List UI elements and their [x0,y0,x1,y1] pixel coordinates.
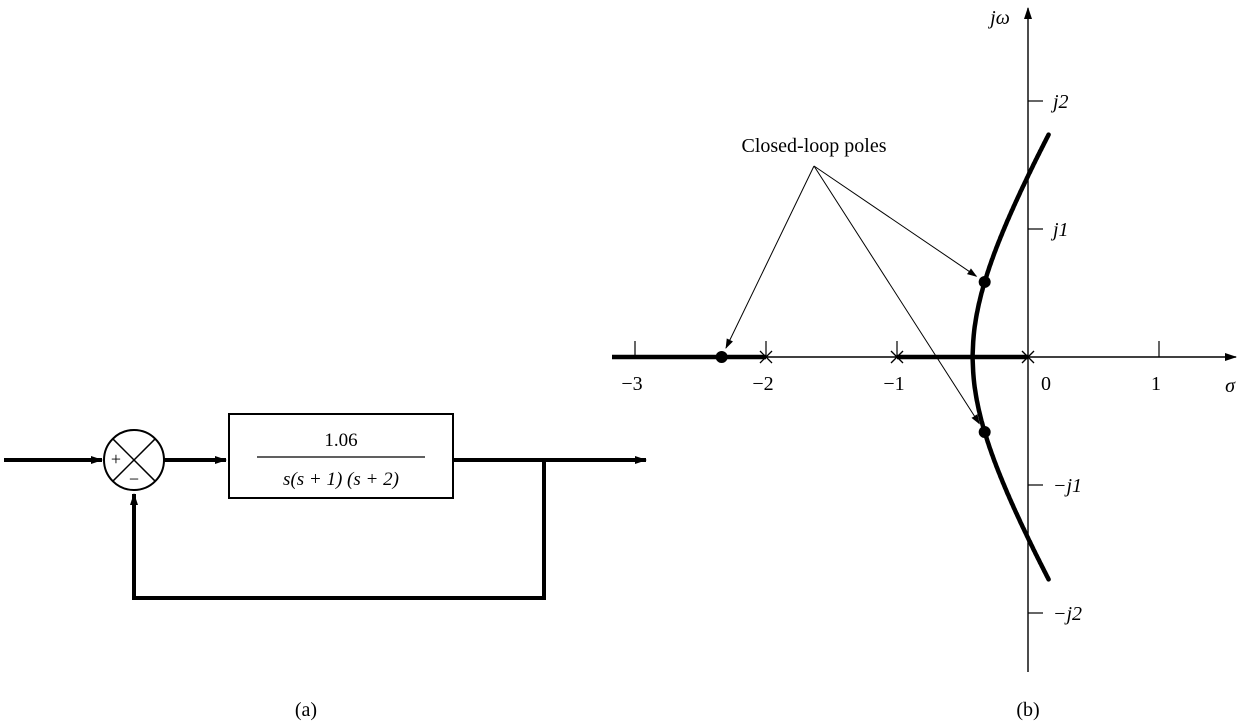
imag-axis-label: jω [987,7,1010,29]
imag-tick-label: −j2 [1053,603,1082,625]
feedback-path [130,460,546,600]
imag-axis-ticks: j2 j1 −j1 −j2 [1028,91,1082,625]
real-axis-ticks: −3 −2 −1 0 1 [621,341,1161,395]
imag-tick-label: −j1 [1053,475,1082,497]
complex-branch-lower [970,356,1051,582]
closed-loop-pole [715,351,728,363]
real-tick-label: −2 [752,373,773,395]
tf-denominator: s(s + 1) (s + 2) [283,469,399,490]
real-tick-label: −1 [883,373,904,395]
tf-numerator: 1.06 [324,430,357,451]
real-tick-label: 0 [1041,373,1051,395]
open-loop-poles [759,350,1035,364]
root-locus-plot: σ jω −3 −2 −1 0 1 j2 j1 −j1 −j2 Closed-loop pol… [612,7,1237,721]
transfer-function-block: 1.06 s(s + 1) (s + 2) [228,413,454,499]
closed-loop-poles [715,275,991,439]
real-tick-label: 1 [1151,373,1161,395]
annotation-arrow [813,165,978,277]
annotation-arrow [813,165,980,425]
open-loop-pole [890,350,904,364]
plus-sign: + [111,449,121,469]
closed-loop-pole [978,426,991,439]
open-loop-pole [1021,350,1035,364]
complex-branch-upper [970,132,1051,358]
pole-cross-stroke [1021,350,1035,364]
open-loop-pole [759,350,773,364]
imag-tick-label: j2 [1050,91,1069,113]
closed-loop-poles-annotation: Closed-loop poles [742,135,887,157]
real-tick-label: −3 [621,373,642,395]
real-axis-label: σ [1225,375,1236,397]
minus-sign: − [129,469,139,489]
annotation-arrows [725,165,980,425]
caption-b: (b) [1016,699,1039,721]
pole-cross-stroke [890,350,904,364]
block-diagram: + − 1.06 s(s + 1) (s + 2) (a) [4,413,647,721]
caption-a: (a) [295,699,317,721]
annotation-arrow [725,165,815,349]
summing-junction: + − [103,429,165,491]
closed-loop-pole [978,275,991,288]
pole-cross-stroke [759,350,773,364]
imag-tick-label: j1 [1050,219,1069,241]
